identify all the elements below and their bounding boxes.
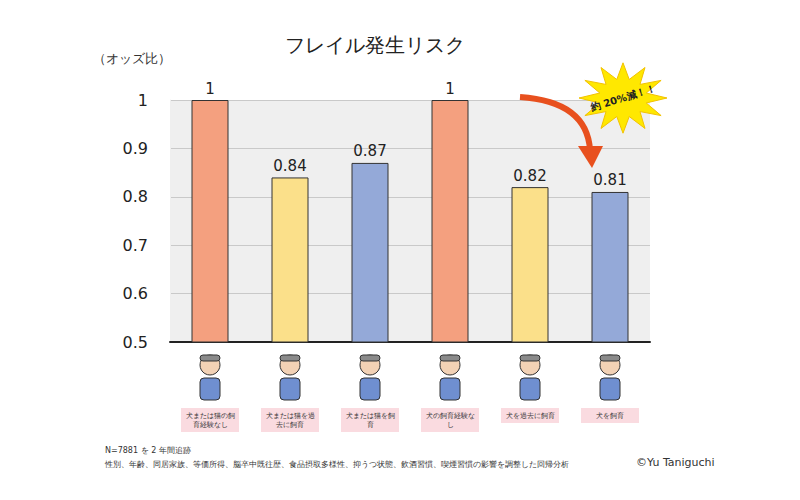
- svg-text:1: 1: [138, 91, 148, 110]
- svg-text:N=7881 を 2 年間追跡: N=7881 を 2 年間追跡: [105, 446, 191, 455]
- svg-text:0.8: 0.8: [123, 187, 148, 206]
- svg-text:去に飼育: 去に飼育: [276, 420, 304, 429]
- svg-text:0.82: 0.82: [513, 167, 546, 185]
- svg-text:0.81: 0.81: [593, 171, 626, 189]
- svg-text:犬を飼育: 犬を飼育: [596, 411, 624, 420]
- svg-text:育: 育: [367, 420, 374, 429]
- svg-text:0.84: 0.84: [273, 157, 306, 175]
- svg-text:1: 1: [205, 80, 215, 98]
- svg-text:©Yu Taniguchi: ©Yu Taniguchi: [636, 456, 715, 469]
- svg-text:犬または猫の飼: 犬または猫の飼: [186, 412, 235, 420]
- svg-text:0.7: 0.7: [123, 236, 148, 255]
- svg-text:し: し: [447, 421, 454, 429]
- svg-text:性別、年齢、同居家族、等価所得、脳卒中既往歴、食品摂取多様性: 性別、年齢、同居家族、等価所得、脳卒中既往歴、食品摂取多様性、抑うつ状態、飲酒習…: [104, 460, 569, 469]
- svg-text:0.87: 0.87: [353, 142, 386, 160]
- svg-text:フレイル発生リスク: フレイル発生リスク: [285, 33, 465, 57]
- svg-text:育経験なし: 育経験なし: [193, 420, 228, 429]
- svg-text:0.6: 0.6: [123, 284, 148, 303]
- svg-text:（オッズ比）: （オッズ比）: [93, 51, 171, 66]
- svg-text:約 20%減！！: 約 20%減！！: [588, 83, 657, 114]
- svg-text:犬または猫を過: 犬または猫を過: [266, 412, 315, 420]
- svg-text:0.9: 0.9: [123, 139, 148, 158]
- svg-text:1: 1: [445, 80, 455, 98]
- svg-text:犬を過去に飼育: 犬を過去に飼育: [506, 411, 555, 420]
- svg-text:犬または猫を飼: 犬または猫を飼: [346, 412, 395, 420]
- svg-text:犬の飼育経験な: 犬の飼育経験な: [426, 411, 475, 420]
- svg-text:0.5: 0.5: [123, 333, 148, 352]
